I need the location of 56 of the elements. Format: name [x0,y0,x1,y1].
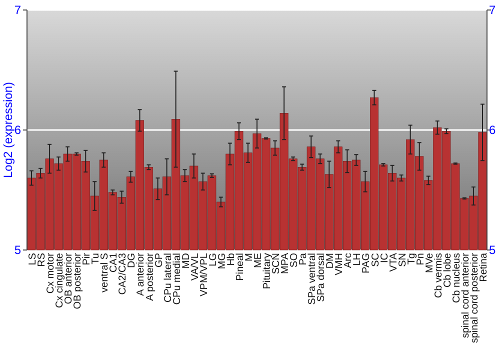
x-tick-label: Retina [478,252,490,282]
y2-tick-label: 7 [489,3,496,18]
x-tick-label: MD [180,253,192,269]
y-tick-label: 6 [14,123,22,138]
x-tick-label: MVe [424,252,436,274]
x-tick-label: CPu lateral [162,253,174,302]
x-tick-label: SCN [271,253,282,274]
x-tick-label: Cx cingulate [54,252,66,308]
x-tick-label: Hb [226,252,237,266]
x-tick-label: Cb nucleus [451,253,462,304]
x-tick-label: LH [352,253,364,266]
x-tick-label: CPu medial [172,253,183,305]
y2-tick-label: 6 [489,123,496,138]
x-tick-label: PAG [361,252,372,274]
y-axis-title: Log2 (expression) [1,82,15,178]
x-tick-label: spinal cord posterior [469,252,480,344]
x-tick-label: Tg [406,253,418,265]
x-tick-label: M [244,253,255,262]
x-tick-label: VMH [334,253,346,276]
x-tick-label: SPa dorsal [316,253,328,302]
x-tick-label: SN [397,253,408,267]
x-tick-label: VPM/VPL [198,252,210,296]
x-tick-label: OB anterior [64,252,75,304]
x-tick-label: RS [36,252,48,267]
x-tick-label: Cb vermis [433,253,444,298]
x-tick-label: A posterior [144,252,156,301]
x-tick-label: CA2/CA3 [118,252,129,295]
x-tick-label: SC [370,253,382,267]
x-tick-label: MG [216,252,228,270]
y2-tick-label: 5 [489,243,496,258]
y-tick-label: 5 [14,243,22,258]
x-tick-label: Pituitary [262,253,274,290]
x-tick-label: LG [208,252,219,266]
x-tick-label: IC [379,253,390,263]
x-tick-label: spinal cord anterior [460,252,472,338]
x-tick-label: Arc [343,253,354,268]
x-tick-label: MPA [280,252,292,274]
x-tick-label: CA1 [108,252,120,272]
x-tick-label: Tu [90,253,102,264]
x-tick-label: Cb lobe [442,252,454,288]
x-tick-label: Pineal [234,253,246,281]
x-tick-label: ME [253,252,264,268]
x-tick-label: ventral S [100,252,111,292]
x-tick-label: DG [126,252,138,268]
x-tick-label: Pa [298,252,310,266]
x-tick-label: LS [28,252,39,266]
x-tick-label: VTA [388,252,400,272]
x-tick-label: Pir [82,252,93,266]
x-tick-label: OB posterior [72,252,84,310]
y-tick-label: 7 [14,3,22,18]
x-tick-label: A anterior [136,252,147,296]
x-tick-label: VA/VL [190,252,201,281]
x-tick-label: Pn [415,253,426,266]
x-tick-label: GP [154,252,165,268]
x-tick-label: SO [289,252,300,268]
x-tick-label: DM [325,253,336,269]
